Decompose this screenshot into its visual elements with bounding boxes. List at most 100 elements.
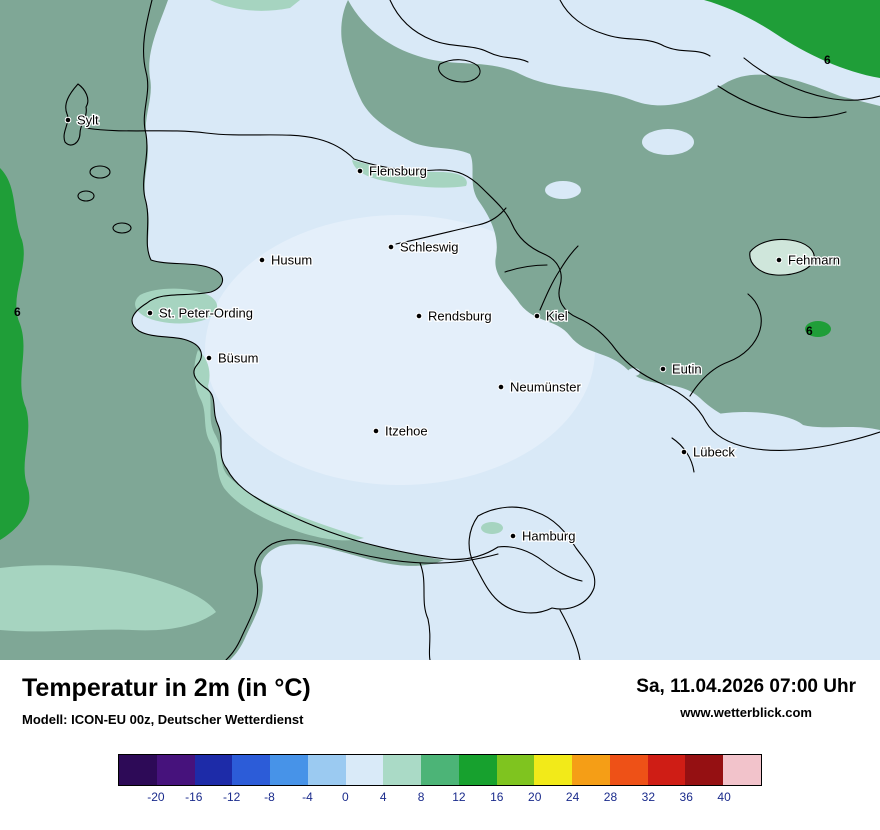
water-patch	[408, 17, 460, 43]
city-marker: Itzehoe	[372, 422, 429, 440]
coastline-island-pellworm	[112, 222, 132, 234]
coastline-island-amrum	[77, 190, 95, 202]
legend-color-bar	[118, 754, 762, 786]
temperature-legend: -20 -16 -12 -8 -4 0 4 8 12 16 20 24 28 32 36 40	[118, 754, 762, 806]
coastline-kiel-fjord	[539, 245, 579, 311]
water-patch	[590, 47, 634, 69]
legend-cell	[119, 755, 157, 785]
legend-cell	[609, 755, 648, 785]
coastline-sylt-island	[63, 83, 89, 146]
coast-patch-hamburg	[481, 522, 503, 534]
border-denmark	[85, 127, 355, 160]
water-patches	[408, 12, 879, 558]
border-hamburg	[468, 506, 596, 614]
legend-cell	[458, 755, 497, 785]
city-label: Büsum	[218, 351, 258, 366]
river-elbe	[497, 546, 583, 582]
coastline-eckernfoerde	[504, 264, 548, 273]
model-info: Modell: ICON-EU 00z, Deutscher Wetterdie…	[22, 712, 304, 727]
region-west-warm	[0, 168, 30, 540]
city-label: Kiel	[546, 309, 568, 324]
lake	[592, 387, 602, 393]
legend-cell	[156, 755, 195, 785]
coastline-baltic	[353, 158, 880, 451]
city-marker: Büsum	[205, 349, 260, 367]
coastlines	[63, 0, 880, 660]
city-dot	[509, 532, 517, 540]
legend-tick-label: -16	[185, 790, 203, 804]
legend-cell	[307, 755, 346, 785]
border-south-2	[419, 562, 431, 660]
city-marker: Husum	[258, 251, 313, 269]
coastline-fehmarn-island	[749, 238, 815, 276]
legend-tick-label: 24	[565, 790, 580, 804]
legend-tick-label: 0	[341, 790, 349, 804]
legend-tick-label: 20	[528, 790, 542, 804]
legend-cell	[270, 755, 308, 785]
coastline-schlei-inlet	[395, 207, 507, 245]
city-marker: St. Peter-Ording	[146, 304, 254, 322]
city-dot	[387, 243, 395, 251]
city-dot	[258, 256, 266, 264]
coastline-west	[131, 0, 499, 560]
datetime-block: Sa, 11.04.2026 07:00 Uhr www.wetterblick…	[636, 676, 856, 720]
legend-cell	[421, 755, 459, 785]
coastline-island-foehr	[89, 165, 111, 179]
lake	[605, 376, 619, 384]
legend-tick-label: 4	[379, 790, 387, 804]
legend-tick-label: -4	[302, 790, 313, 804]
temperature-value-label: 6	[14, 305, 21, 319]
city-marker: Schleswig	[387, 238, 460, 256]
city-marker: Lübeck	[680, 443, 737, 461]
legend-tick-label: -8	[264, 790, 275, 804]
caption-panel: Temperatur in 2m (in °C) Modell: ICON-EU…	[0, 660, 880, 830]
coastline-northeast-1	[743, 57, 880, 101]
city-label: Hamburg	[522, 529, 575, 544]
border-south-1	[559, 609, 581, 660]
coastline-denmark-islands-1	[389, 0, 529, 63]
city-dot	[372, 427, 380, 435]
city-dot	[415, 312, 423, 320]
city-dot	[775, 256, 783, 264]
legend-cell	[534, 755, 573, 785]
city-label: Sylt	[77, 113, 99, 128]
forecast-datetime: Sa, 11.04.2026 07:00 Uhr	[636, 676, 856, 697]
city-dot	[659, 365, 667, 373]
region-northeast-warm	[704, 0, 880, 78]
legend-cell	[572, 755, 610, 785]
water-patch	[545, 181, 581, 199]
city-dot	[497, 383, 505, 391]
city-dot	[533, 312, 541, 320]
water-patch	[642, 129, 694, 155]
city-label: Eutin	[672, 362, 702, 377]
city-label: Husum	[271, 253, 312, 268]
legend-cell	[685, 755, 724, 785]
coastline-northeast-2	[717, 85, 847, 119]
lake	[628, 368, 640, 376]
legend-tick-label: 16	[490, 790, 504, 804]
legend-tick-label: 40	[717, 790, 731, 804]
city-marker: Neumünster	[497, 378, 583, 396]
coastline-elbe-south	[225, 539, 499, 660]
city-label: St. Peter-Ording	[159, 306, 253, 321]
temperature-value-label: 6	[824, 53, 831, 67]
city-label: Flensburg	[369, 164, 427, 179]
region-east-warm-patch	[805, 321, 831, 337]
legend-tick-label: -20	[147, 790, 165, 804]
city-label: Lübeck	[693, 445, 735, 460]
legend-tick-label: 12	[452, 790, 466, 804]
map-inland-light-region	[205, 215, 595, 485]
coastline-als-island	[438, 59, 481, 83]
city-dot	[146, 309, 154, 317]
city-marker: Eutin	[659, 360, 703, 378]
city-marker: Hamburg	[509, 527, 577, 545]
website-label: www.wetterblick.com	[680, 705, 812, 720]
legend-cell	[232, 755, 271, 785]
legend-cell	[383, 755, 422, 785]
legend-cell	[723, 755, 762, 785]
legend-cell	[345, 755, 384, 785]
legend-tick-label: 28	[603, 790, 618, 804]
city-marker: Sylt	[64, 111, 100, 129]
region-baltic-mild	[341, 0, 880, 430]
